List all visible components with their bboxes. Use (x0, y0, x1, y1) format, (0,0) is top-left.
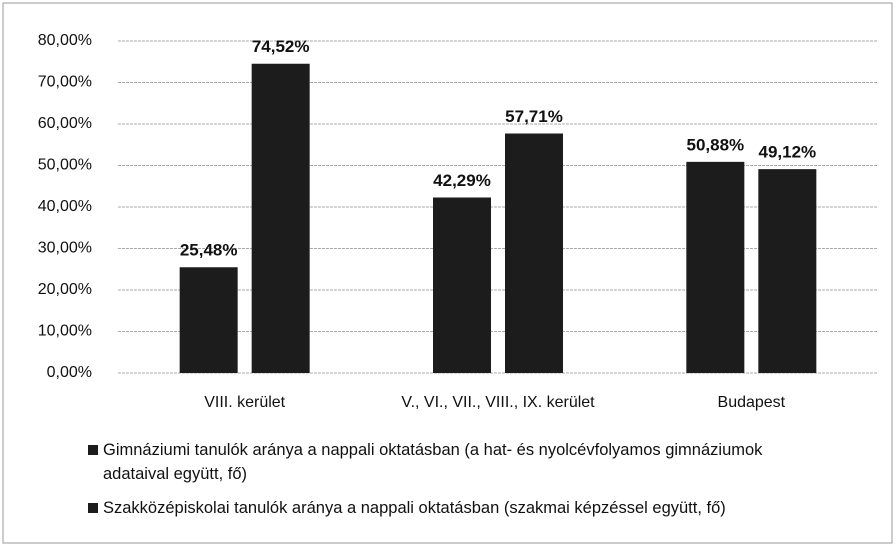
legend-swatch (88, 445, 98, 455)
legend-swatch (88, 503, 98, 513)
value-label: 49,12% (758, 143, 816, 162)
x-tick-label: Budapest (718, 394, 786, 411)
y-tick-label: 20,00% (38, 281, 92, 298)
value-label: 25,48% (180, 241, 238, 260)
y-tick-label: 30,00% (38, 240, 92, 257)
bar (686, 161, 745, 373)
value-label: 57,71% (505, 107, 563, 126)
y-tick-label: 50,00% (38, 157, 92, 174)
y-tick-label: 0,00% (47, 364, 92, 381)
legend: Gimnáziumi tanulók aránya a nappali okta… (88, 438, 828, 530)
bar (505, 133, 563, 373)
value-label: 42,29% (433, 171, 491, 190)
bar (179, 267, 238, 373)
y-tick-label: 60,00% (38, 115, 92, 132)
value-label: 74,52% (252, 37, 310, 56)
x-tick-label: V., VI., VII., VIII., IX. kerület (401, 394, 595, 411)
legend-label: Szakközépiskolai tanulók aránya a nappal… (103, 499, 726, 517)
y-tick-label: 70,00% (38, 74, 92, 91)
bar (433, 197, 491, 373)
y-tick-label: 40,00% (38, 198, 92, 215)
legend-entry: Gimnáziumi tanulók aránya a nappali okta… (88, 438, 828, 486)
bar (251, 63, 310, 373)
legend-label: Gimnáziumi tanulók aránya a nappali okta… (103, 441, 763, 483)
value-label: 50,88% (686, 135, 744, 154)
legend-entry: Szakközépiskolai tanulók aránya a nappal… (88, 496, 828, 520)
y-tick-label: 80,00% (38, 32, 92, 49)
x-tick-label: VIII. kerület (204, 394, 285, 411)
bar (758, 169, 817, 373)
y-tick-label: 10,00% (38, 323, 92, 340)
